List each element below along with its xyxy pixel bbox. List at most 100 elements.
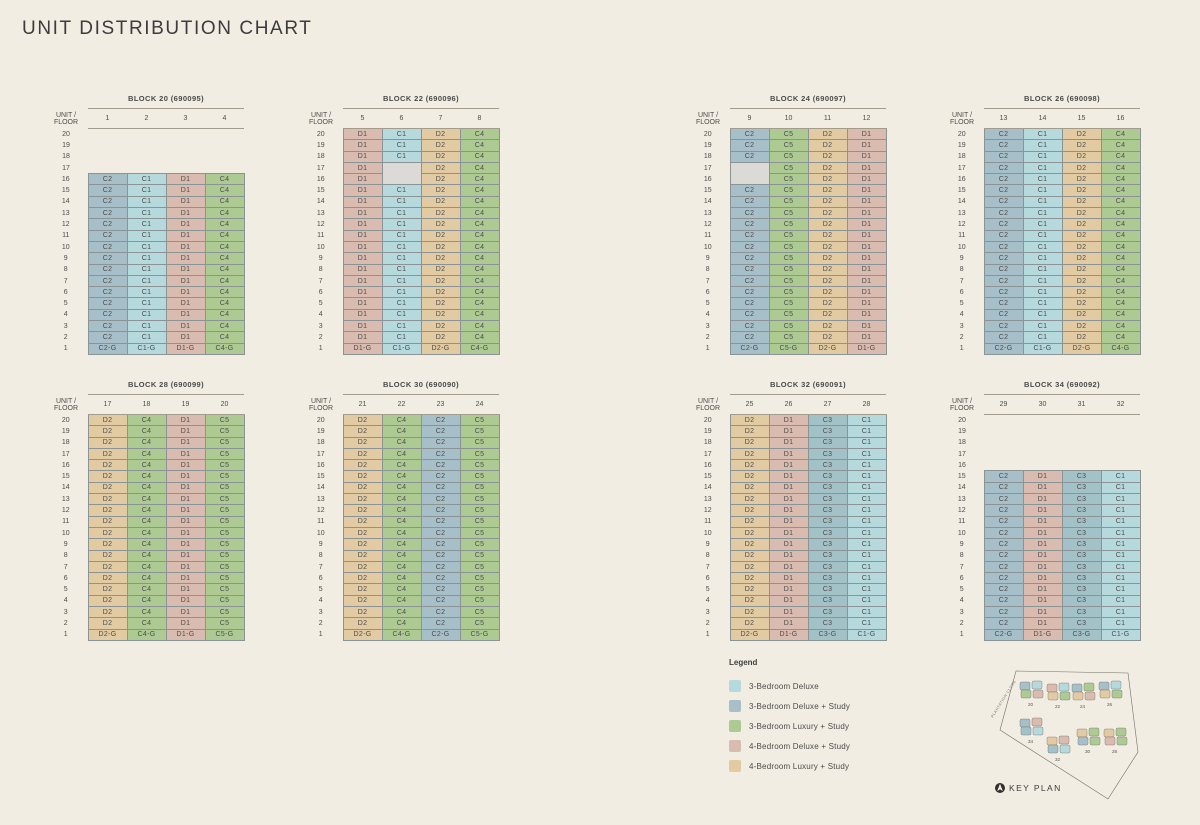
unit-cell: C2 [420,436,461,449]
floor-number: 9 [959,540,964,548]
unit-cell: D2 [420,274,461,288]
unit-cell: C5-G [768,342,809,355]
unit-cell: D1 [846,240,887,254]
unit-cell: C1-G [381,342,422,355]
floor-number: 11 [317,518,325,526]
unit-cell: D2 [87,549,128,562]
unit-cell: D2 [420,173,461,186]
unit-cell: C5 [204,538,245,551]
floor-number: 3 [318,322,323,330]
floor-number: 5 [318,300,323,308]
unit-cell: D2 [420,161,461,175]
unit-cell: C2 [983,331,1024,344]
floor-number: 13 [703,209,712,217]
keyplan-cluster-28: 28 [1103,727,1128,754]
stack-number: 28 [847,394,886,415]
unit-cell: C4 [204,184,245,197]
unit-cell: C4 [459,207,500,220]
unit-cell: C2 [420,606,461,619]
stack-number: 20 [205,394,244,415]
unit-cell: D2 [342,413,383,427]
unit-cell: D1 [342,240,383,254]
floor-number: 11 [317,232,325,240]
unit-cell: C5 [204,617,245,630]
unit-cell: C4 [204,240,245,254]
unit-cell: C1-G [126,342,167,355]
unit-cell: C1 [1022,320,1063,333]
unit-cell: C2-G [87,342,128,355]
unit-cell: D1 [1022,617,1063,630]
stack-number: 13 [984,108,1023,129]
empty-cell [984,448,1023,459]
legend-item: 3-Bedroom Deluxe + Study [729,696,949,716]
stack-number: 14 [1023,108,1062,129]
unit-cell: C1 [381,252,422,265]
unit-cell: C1 [1022,331,1063,344]
empty-cell [166,129,205,140]
unit-cell: D1 [342,308,383,322]
floor-number: 14 [703,198,712,206]
unit-cell: D1 [846,274,887,288]
keyplan-building [1019,681,1031,691]
keyplan-cluster-20: 20 [1019,680,1044,707]
floor-number: 14 [703,484,712,492]
unit-cell: C2 [87,207,128,220]
unit-cell: D2 [420,150,461,163]
unit-cell: C2 [983,173,1024,186]
floor-number: 16 [316,461,325,469]
unit-cell: D1 [768,538,809,551]
unit-cell: C5 [459,526,500,540]
floor-number: 7 [705,277,710,285]
stack-number: 21 [343,394,382,415]
floor-number: 3 [959,322,964,330]
unit-cell: C4 [1100,286,1141,299]
unit-cell: C4 [459,173,500,186]
unit-cell: C3 [807,493,848,506]
unit-cell: C5 [768,173,809,186]
unit-cell: C1 [1022,207,1063,220]
floor-number: 11 [62,518,70,526]
floor-number: 1 [63,631,68,639]
unit-cell: C5 [204,470,245,483]
unit-cell: C4 [126,560,167,574]
legend-swatch [729,740,741,752]
unit-cell: D1 [342,286,383,299]
unit-cell: D1 [768,459,809,472]
unit-cell: C1 [1100,594,1141,608]
unit-cell: D2 [87,583,128,596]
unit-table: UNIT / FLOOR 25 26 27 28 20 D2 D1 C3 C1 19 D2 D1 C3 C1 1… [686,394,887,641]
unit-cell: D1 [1022,583,1063,596]
unit-cell: C1 [846,549,887,562]
keyplan-building [1031,717,1043,727]
floor-number: 18 [957,153,966,161]
unit-cell: C2 [983,274,1024,288]
unit-cell: D2 [807,308,848,322]
unit-cell: C2 [420,594,461,608]
unit-cell: D2 [342,549,383,562]
keyplan-building [1104,736,1116,746]
floor-number: 9 [959,254,964,262]
block-group-24: BLOCK 24 (690097) UNIT / FLOOR 9 10 11 12 20 C2… [686,94,887,355]
floor-number: 4 [959,311,964,319]
floor-number: 15 [957,473,966,481]
unit-cell: C5 [204,515,245,528]
floor-number: 19 [61,427,70,435]
keyplan-building [1058,682,1070,692]
empty-cell [88,140,127,151]
unit-cell: C2 [729,127,770,141]
unit-cell: C4 [1100,195,1141,209]
floor-number: 2 [705,333,710,341]
unit-cell: D2 [807,127,848,141]
unit-cell: D2 [1061,127,1102,141]
unit-cell: D2 [1061,218,1102,231]
unit-cell: D2 [342,594,383,608]
unit-cell: D1 [846,150,887,163]
unit-cell: C4 [204,286,245,299]
floor-number: 1 [318,631,323,639]
stack-number: 32 [1101,394,1140,415]
floor-number: 15 [61,473,70,481]
floor-number: 11 [958,518,966,526]
unit-cell: C3 [1061,549,1102,562]
unit-cell: C2 [983,617,1024,630]
unit-cell: C4 [126,493,167,506]
